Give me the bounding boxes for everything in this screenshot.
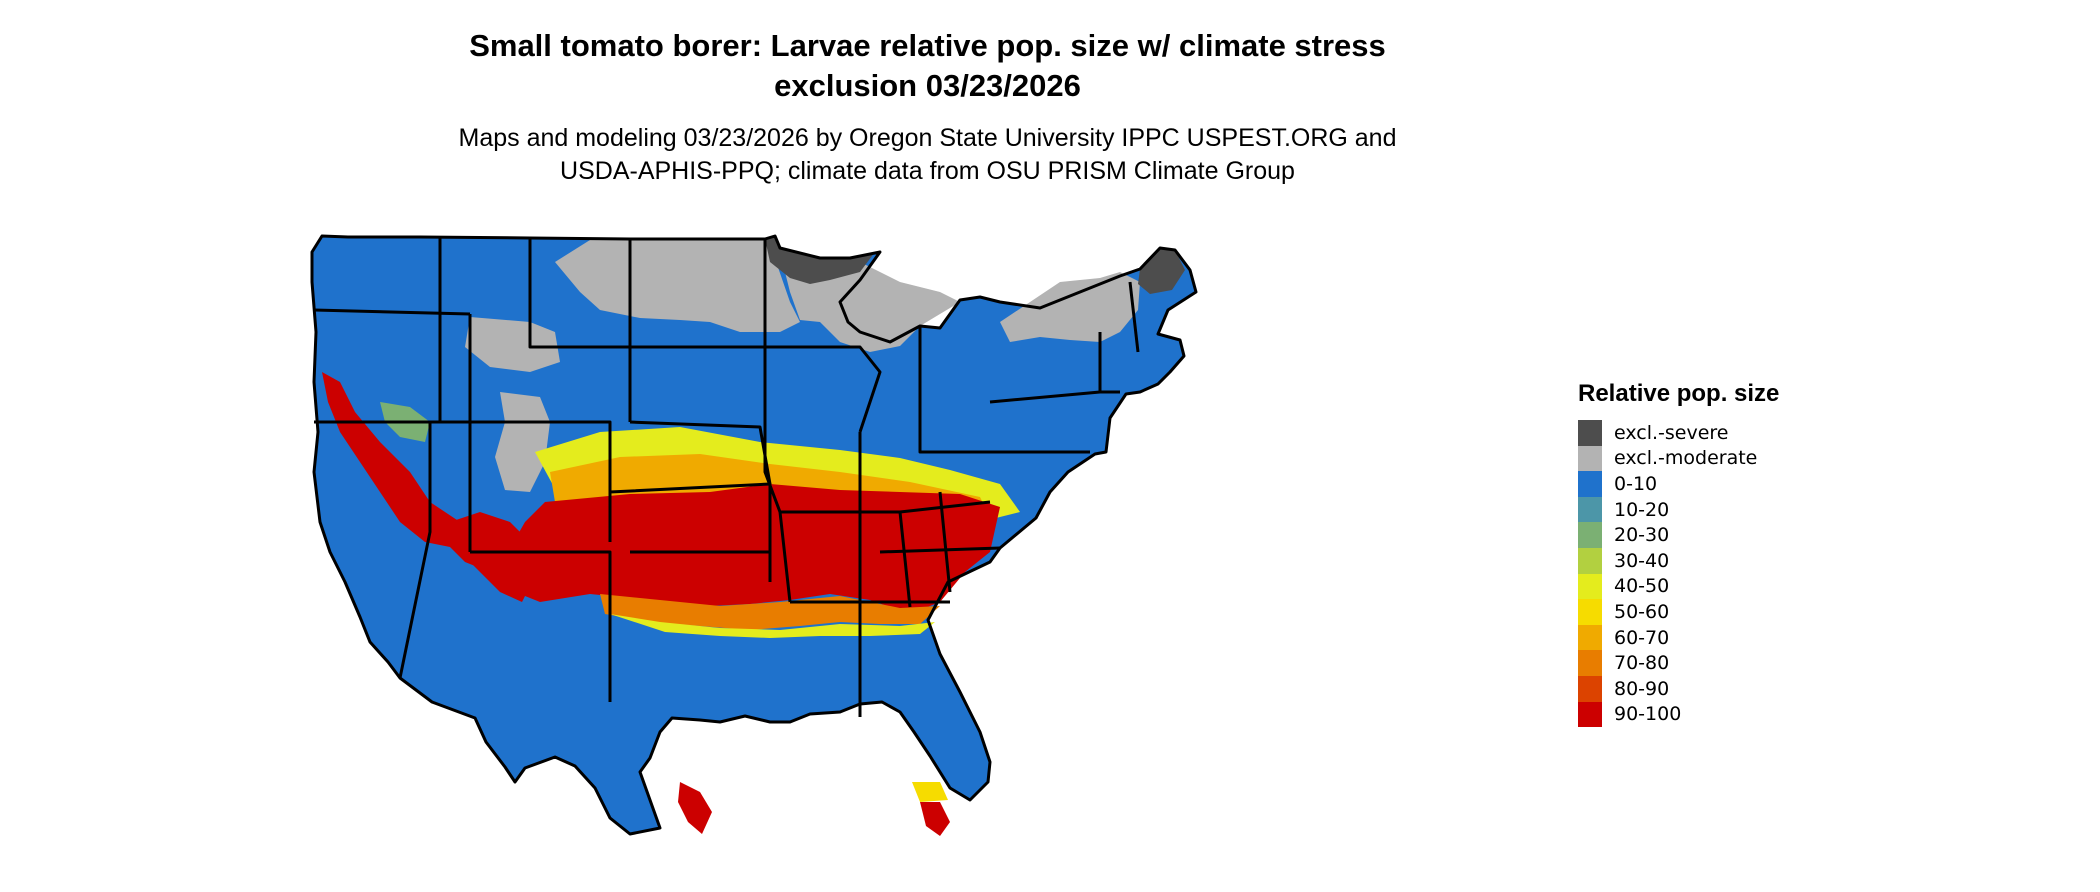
legend-swatch <box>1578 420 1602 446</box>
legend-label: 30-40 <box>1614 549 1670 572</box>
state-borders <box>310 234 1198 836</box>
legend-item: 50-60 <box>1578 599 1779 625</box>
excl-moderate-northeast <box>1000 272 1140 342</box>
map-subtitle-line1: Maps and modeling 03/23/2026 by Oregon S… <box>458 124 1397 152</box>
legend-swatch <box>1578 650 1602 676</box>
legend-label: 80-90 <box>1614 677 1670 700</box>
legend-item: 80-90 <box>1578 675 1779 702</box>
legend-label: 0-10 <box>1614 472 1658 495</box>
legend-swatch <box>1578 547 1602 574</box>
legend-swatch <box>1578 701 1602 728</box>
legend-label: 40-50 <box>1614 575 1670 598</box>
legend-item: 60-70 <box>1578 624 1779 651</box>
excl-moderate-north-plains <box>555 240 800 332</box>
legend-swatch <box>1578 496 1602 523</box>
excl-severe-minnesota <box>765 236 875 284</box>
band-90-100-south-texas <box>678 782 712 834</box>
band-90-100-florida-tip <box>920 802 950 836</box>
legend-label: 60-70 <box>1614 626 1670 649</box>
legend-label: 90-100 <box>1614 703 1682 726</box>
legend-item: excl.-moderate <box>1578 445 1779 472</box>
legend-item: 10-20 <box>1578 496 1779 523</box>
us-population-map <box>310 234 1198 836</box>
band-40-60-florida <box>912 782 948 802</box>
legend-swatch <box>1578 445 1602 472</box>
legend-swatch <box>1578 471 1602 497</box>
band-fringe-gulf-yellow <box>610 614 935 638</box>
map-subtitle-line2: USDA-APHIS-PPQ; climate data from OSU PR… <box>560 157 1295 185</box>
legend-label: 50-60 <box>1614 600 1670 623</box>
legend-title: Relative pop. size <box>1578 380 1780 407</box>
excl-moderate-colorado <box>495 392 550 492</box>
legend-swatch <box>1578 624 1602 651</box>
legend-label: excl.-moderate <box>1614 447 1758 470</box>
legend-item: excl.-severe <box>1578 420 1779 446</box>
legend-item: 20-30 <box>1578 522 1779 548</box>
legend-label: 70-80 <box>1614 652 1670 675</box>
legend-item: 30-40 <box>1578 547 1779 574</box>
legend-item: 40-50 <box>1578 573 1779 600</box>
legend-swatch <box>1578 522 1602 548</box>
legend-swatch <box>1578 675 1602 702</box>
legend: Relative pop. size excl.-severe excl.-mod… <box>1578 380 1780 728</box>
legend-swatch <box>1578 573 1602 600</box>
map-title-line1: Small tomato borer: Larvae relative pop.… <box>469 28 1386 63</box>
legend-item: 90-100 <box>1578 701 1779 728</box>
excl-moderate-wyoming <box>465 317 560 372</box>
legend-swatch <box>1578 599 1602 625</box>
band-90-100-south <box>505 484 1000 614</box>
legend-label: 10-20 <box>1614 498 1670 521</box>
legend-label: 20-30 <box>1614 524 1670 547</box>
map-title-line2: exclusion 03/23/2026 <box>774 68 1081 103</box>
legend-label: excl.-severe <box>1614 421 1729 444</box>
legend-item: 0-10 <box>1578 471 1779 497</box>
legend-item: 70-80 <box>1578 650 1779 676</box>
legend-items: excl.-severe excl.-moderate 0-10 10-20 20-30… <box>1578 420 1779 728</box>
